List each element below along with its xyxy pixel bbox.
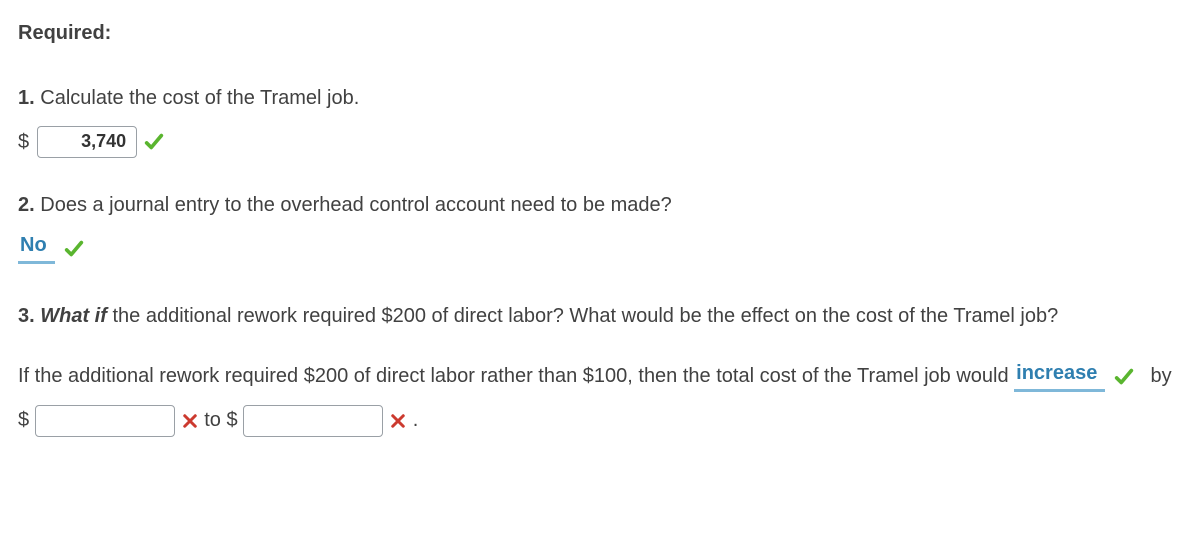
question-2: 2. Does a journal entry to the overhead … [18, 190, 1182, 264]
question-3-text: the additional rework required $200 of d… [107, 305, 1058, 327]
what-if-label: What if [40, 305, 107, 327]
question-1-number: 1. [18, 87, 35, 109]
q3-amount-to-input[interactable] [243, 405, 383, 437]
question-2-text: Does a journal entry to the overhead con… [40, 194, 672, 216]
q3-line-pre: If the additional rework required $200 o… [18, 365, 1014, 387]
question-2-number: 2. [18, 194, 35, 216]
q3-amount-by-input[interactable] [35, 405, 175, 437]
question-2-prompt: 2. Does a journal entry to the overhead … [18, 190, 1182, 221]
question-3-prompt: 3. What if the additional rework require… [18, 296, 1182, 336]
check-icon [143, 131, 165, 153]
question-3: 3. What if the additional rework require… [18, 296, 1182, 442]
check-icon [63, 238, 85, 260]
x-icon [389, 412, 407, 430]
q2-answer-select[interactable]: No [18, 233, 55, 264]
question-1-prompt: 1. Calculate the cost of the Tramel job. [18, 83, 1182, 114]
question-3-number: 3. [18, 305, 35, 327]
check-icon [1113, 366, 1135, 388]
q3-direction-select[interactable]: increase [1014, 361, 1105, 392]
question-1-text: Calculate the cost of the Tramel job. [40, 87, 359, 109]
to-label: to $ [204, 409, 237, 431]
currency-symbol: $ [18, 127, 29, 158]
q1-cost-input[interactable]: 3,740 [37, 126, 137, 158]
required-heading: Required: [18, 18, 1182, 49]
x-icon [181, 412, 199, 430]
period: . [413, 409, 419, 431]
question-3-answer-line: If the additional rework required $200 o… [18, 354, 1182, 442]
question-1: 1. Calculate the cost of the Tramel job.… [18, 83, 1182, 158]
